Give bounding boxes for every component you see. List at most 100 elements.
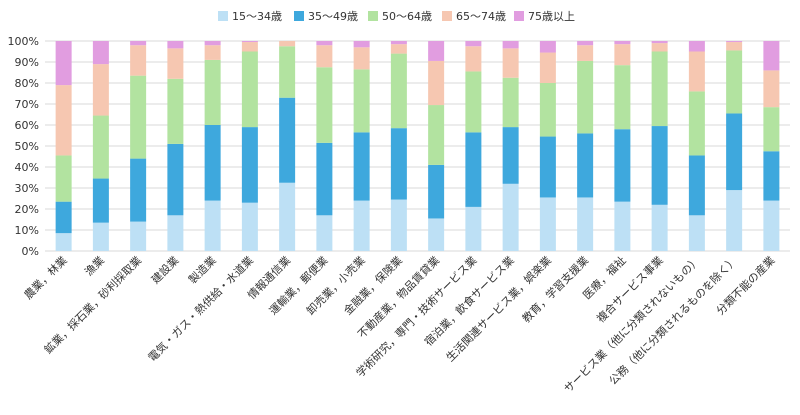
x-category-label: 複合サービス事業 — [594, 253, 666, 325]
bar-segment — [465, 41, 482, 47]
bar-segment — [763, 151, 780, 201]
bar-segment — [130, 221, 147, 251]
bar-segment — [316, 215, 333, 251]
bar-segment — [688, 41, 705, 52]
bar-segment — [204, 125, 221, 201]
bar-segment — [390, 41, 407, 45]
legend-swatch — [514, 11, 524, 21]
bar-segment — [130, 75, 147, 159]
bar-segment — [428, 105, 445, 165]
bar-segment — [502, 77, 519, 128]
bar-segment — [428, 164, 445, 219]
bar-segment — [279, 46, 296, 98]
bar-segment — [241, 202, 258, 251]
bar-segment — [316, 142, 333, 216]
gridlines — [45, 40, 790, 252]
bar-segment — [55, 233, 72, 251]
bar-segment — [651, 204, 668, 251]
bar-segment — [55, 85, 72, 156]
legend-swatch — [442, 11, 452, 21]
legend-label: 75歳以上 — [528, 10, 575, 23]
bar-segment — [763, 200, 780, 251]
x-category-label: サービス業（他に分類されないもの） — [562, 254, 703, 395]
bar-segment — [726, 50, 743, 114]
y-tick-label: 70% — [15, 98, 39, 111]
bar-segment — [763, 107, 780, 152]
bar-segment — [726, 113, 743, 191]
y-tick-label: 60% — [15, 119, 39, 132]
x-category-label: 製造業 — [186, 253, 219, 286]
bar-segment — [390, 53, 407, 129]
bar-segment — [167, 143, 184, 216]
bar-segment — [130, 41, 147, 46]
y-tick-label: 30% — [15, 182, 39, 195]
y-tick-label: 90% — [15, 56, 39, 69]
bar-segment — [167, 78, 184, 144]
bar-segment — [688, 91, 705, 156]
bar-segment — [428, 218, 445, 251]
bar-segment — [92, 41, 109, 65]
bar-segment — [130, 45, 147, 76]
bar-segment — [502, 41, 519, 49]
bar-segment — [688, 215, 705, 251]
bar-segment — [316, 45, 333, 68]
bar-segment — [539, 136, 556, 198]
bar-segment — [465, 206, 482, 251]
bar-segment — [502, 127, 519, 184]
bar-segment — [279, 41, 296, 47]
legend: 15～34歳 35～49歳 50～64歳 65～74歳 75歳以上 — [218, 10, 575, 23]
legend-label: 35～49歳 — [308, 10, 358, 23]
bar-segment — [92, 64, 109, 116]
bar-segment — [614, 201, 631, 251]
bar-segment — [726, 41, 743, 43]
bar-segment — [353, 41, 370, 48]
bar-segment — [353, 132, 370, 201]
bar-segment — [539, 41, 556, 53]
bar-segment — [688, 155, 705, 216]
bar-segment — [353, 200, 370, 251]
x-category-label: 建設業 — [148, 253, 181, 286]
bar-segment — [614, 65, 631, 130]
bar-segment — [763, 70, 780, 108]
bar-segment — [726, 190, 743, 251]
bar-segment — [92, 222, 109, 251]
legend-swatch — [294, 11, 304, 21]
bar-segment — [465, 46, 482, 72]
x-category-label: 農業，林業 — [21, 253, 70, 302]
legend-swatch — [368, 11, 378, 21]
legend-label: 15～34歳 — [232, 10, 282, 23]
bar-segment — [688, 51, 705, 92]
bar-segment — [763, 41, 780, 71]
bar-segment — [204, 59, 221, 125]
bar-segment — [651, 43, 668, 52]
bar-segment — [167, 48, 184, 79]
bar-segment — [204, 41, 221, 46]
bar-segment — [651, 126, 668, 205]
legend-label: 50～64歳 — [382, 10, 432, 23]
bar-segment — [726, 42, 743, 51]
bar-segment — [316, 67, 333, 143]
bar-segment — [428, 41, 445, 61]
bar-segment — [55, 41, 72, 86]
bar-segment — [539, 52, 556, 83]
bar-segment — [577, 133, 594, 198]
bar-segment — [577, 197, 594, 251]
y-tick-label: 10% — [15, 224, 39, 237]
bar-segment — [241, 51, 258, 128]
bar-segment — [577, 45, 594, 61]
bar-segment — [428, 60, 445, 106]
bar-segment — [651, 51, 668, 127]
bar-segment — [279, 182, 296, 251]
bar-segment — [465, 71, 482, 133]
bar-segment — [614, 41, 631, 45]
bar-segment — [167, 41, 184, 49]
bar-segment — [502, 48, 519, 78]
bar-segment — [316, 41, 333, 46]
bar-segment — [614, 129, 631, 202]
bar-segment — [614, 44, 631, 66]
bar-segment — [577, 41, 594, 46]
bar-segment — [241, 41, 258, 43]
bar-segment — [353, 47, 370, 70]
